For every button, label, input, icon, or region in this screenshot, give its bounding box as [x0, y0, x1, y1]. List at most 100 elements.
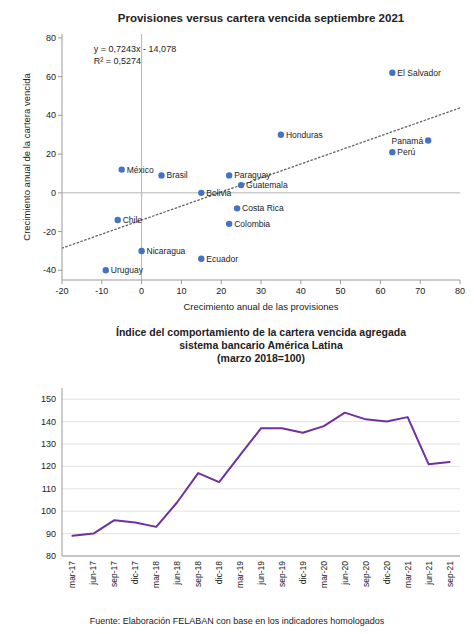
point-label: El Salvador [397, 68, 441, 78]
tick-mark [58, 115, 62, 116]
category-label: sep-20 [361, 561, 371, 587]
point-label: México [127, 165, 154, 175]
tick-label: -20 [43, 227, 56, 237]
tick-label: -40 [43, 265, 56, 275]
tick-label: 60 [375, 286, 385, 296]
scatter-point [389, 149, 395, 155]
title-line: Índice del comportamiento de la cartera … [116, 326, 406, 338]
tick-label: 40 [46, 110, 56, 120]
category-label: dic-17 [130, 561, 140, 584]
tick-mark [58, 192, 62, 193]
grid-line [62, 488, 460, 489]
zero-line [141, 34, 142, 280]
category-label: jun-18 [172, 561, 182, 586]
tick-label: 20 [216, 286, 226, 296]
scatter-point [238, 182, 244, 188]
tick-mark [58, 37, 62, 38]
tick-label: 80 [455, 286, 465, 296]
category-label: sep-18 [193, 561, 203, 587]
category-label: mar-18 [151, 561, 161, 588]
tick-label: 150 [41, 394, 56, 404]
data-line [72, 413, 449, 536]
grid-line [62, 556, 460, 557]
chart-title: Provisiones versus cartera vencida septi… [118, 12, 405, 24]
category-label: jun-17 [88, 561, 98, 586]
x-axis-line [62, 556, 460, 557]
tick-label: -20 [55, 286, 68, 296]
tick-label: 20 [46, 149, 56, 159]
tick-mark [380, 280, 381, 284]
tick-label: -10 [95, 286, 108, 296]
category-label: mar-21 [403, 561, 413, 588]
tick-mark [141, 280, 142, 284]
category-label: mar-20 [319, 561, 329, 588]
tick-label: 0 [139, 286, 144, 296]
category-label: mar-19 [235, 561, 245, 588]
y-axis-line [62, 34, 63, 280]
tick-mark [62, 280, 63, 284]
annotation: y = 0,7243x - 14,078 [94, 44, 176, 54]
tick-label: 80 [46, 33, 56, 43]
point-label: Costa Rica [242, 203, 284, 213]
point-label: Chile [123, 215, 143, 225]
scatter-chart: Provisiones versus cartera vencida septi… [21, 12, 465, 312]
y-axis-line [62, 388, 63, 556]
point-label: Honduras [286, 130, 323, 140]
category-label: mar-17 [67, 561, 77, 588]
tick-mark [181, 280, 182, 284]
title-line: sistema bancario América Latina [179, 339, 343, 351]
category-label: jun-20 [340, 561, 350, 586]
chart-title: Índice del comportamiento de la cartera … [116, 326, 406, 364]
scatter-point [389, 70, 395, 76]
x-axis-label: Crecimiento anual de las provisiones [183, 301, 338, 312]
grid-line [62, 444, 460, 445]
grid-line [62, 533, 460, 534]
scatter-point [103, 267, 109, 273]
tick-mark [261, 280, 262, 284]
scatter-point [158, 172, 164, 178]
trendline [62, 108, 460, 248]
title-line: (marzo 2018=100) [217, 352, 305, 364]
point-label: Colombia [234, 219, 270, 229]
scatter-point [278, 132, 284, 138]
point-label: Uruguay [111, 265, 144, 275]
chart-canvas: Provisiones versus cartera vencida septi… [0, 0, 474, 634]
grid-line [62, 421, 460, 422]
scatter-point [226, 172, 232, 178]
category-label: jun-19 [256, 561, 266, 586]
category-label: sep-19 [277, 561, 287, 587]
tick-label: 140 [41, 417, 56, 427]
tick-label: 10 [176, 286, 186, 296]
category-label: sep-17 [109, 561, 119, 587]
scatter-point [234, 205, 240, 211]
point-label: Guatemala [246, 180, 288, 190]
category-label: dic-18 [214, 561, 224, 584]
annotation: R² = 0,5274 [94, 56, 141, 66]
tick-mark [101, 280, 102, 284]
category-label: dic-20 [382, 561, 392, 584]
tick-mark [300, 280, 301, 284]
tick-mark [460, 280, 461, 284]
point-label: Brasil [167, 170, 188, 180]
point-label: Panamá [391, 136, 423, 146]
scatter-point [115, 217, 121, 223]
grid-line [62, 511, 460, 512]
tick-mark [58, 76, 62, 77]
point-label: Nicaragua [147, 246, 186, 256]
tick-label: 110 [42, 484, 56, 494]
category-label: dic-19 [298, 561, 308, 584]
point-label: Paraguay [234, 170, 271, 180]
scatter-point [226, 221, 232, 227]
line-chart: Índice del comportamiento de la cartera … [41, 326, 460, 626]
tick-mark [58, 270, 62, 271]
tick-mark [58, 154, 62, 155]
scatter-point [425, 137, 431, 143]
tick-label: 70 [415, 286, 425, 296]
tick-label: 130 [41, 439, 56, 449]
tick-label: 100 [41, 506, 56, 516]
category-label: sep-21 [445, 561, 455, 587]
point-label: Bolivia [206, 188, 231, 198]
point-label: Ecuador [206, 254, 238, 264]
tick-mark [340, 280, 341, 284]
plot-area [62, 70, 460, 274]
